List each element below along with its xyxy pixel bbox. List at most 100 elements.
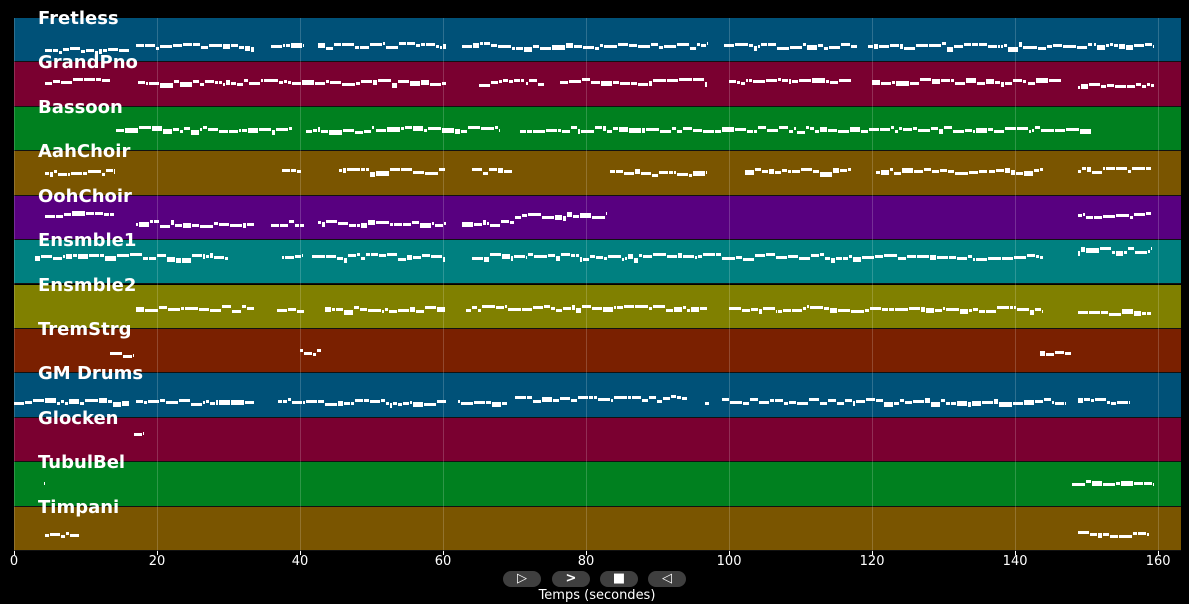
note [277, 400, 283, 404]
note [581, 305, 592, 309]
play-button[interactable]: ▷ [503, 571, 541, 587]
note [1141, 85, 1147, 89]
track-tremstrg[interactable] [14, 328, 1181, 374]
note [878, 44, 890, 48]
note [658, 45, 664, 49]
track-fretless[interactable] [14, 18, 1181, 63]
note [520, 78, 525, 82]
note [387, 253, 398, 257]
note [250, 46, 254, 52]
note [1150, 84, 1155, 88]
note [681, 396, 688, 400]
note [491, 401, 501, 407]
track-glocken[interactable] [14, 417, 1181, 463]
note [49, 172, 53, 178]
note [209, 308, 221, 312]
note [494, 125, 498, 129]
note [722, 126, 735, 132]
note [473, 42, 480, 48]
note [689, 173, 692, 177]
note [301, 80, 315, 86]
note [486, 221, 489, 225]
note [337, 257, 343, 261]
note [1126, 44, 1134, 50]
note [628, 43, 637, 47]
note [403, 223, 411, 227]
note [838, 130, 850, 134]
note [412, 402, 424, 408]
note [837, 402, 844, 406]
note [534, 255, 548, 259]
track-oohchoir[interactable] [14, 195, 1181, 241]
note [173, 128, 180, 132]
fast-forward-button[interactable]: > [552, 571, 590, 587]
track-gm-drums[interactable] [14, 373, 1181, 418]
note [1092, 171, 1103, 175]
rewind-button[interactable]: ◁ [648, 571, 686, 587]
play-icon: ▷ [517, 571, 527, 586]
track-ensmble1[interactable] [14, 240, 1181, 285]
track-bassoon[interactable] [14, 106, 1181, 152]
note [775, 309, 778, 313]
note [480, 42, 484, 46]
note [802, 306, 806, 310]
note [651, 43, 658, 47]
gridline [443, 18, 445, 551]
note [317, 348, 322, 352]
note [280, 223, 289, 227]
note [566, 42, 574, 48]
note [562, 307, 572, 311]
note [272, 130, 276, 136]
note [737, 81, 741, 85]
note [793, 127, 796, 131]
note [645, 127, 659, 131]
track-aahchoir[interactable] [14, 151, 1181, 196]
note [581, 129, 594, 133]
note [628, 254, 634, 260]
note [1094, 397, 1107, 401]
note [205, 80, 214, 84]
note [465, 308, 471, 312]
note [941, 399, 945, 403]
note [1121, 480, 1134, 486]
note [754, 130, 758, 134]
note [44, 482, 46, 486]
note [70, 171, 82, 175]
x-tick [14, 551, 15, 555]
note [317, 126, 320, 132]
note [324, 402, 338, 406]
note [522, 214, 528, 218]
track-timpani[interactable] [14, 506, 1181, 551]
note [364, 398, 370, 402]
note [884, 402, 893, 408]
stop-button[interactable]: ■ [600, 571, 638, 587]
note [354, 130, 363, 134]
note [1124, 251, 1127, 255]
note [580, 212, 592, 218]
track-ensmble2[interactable] [14, 284, 1181, 329]
note [135, 222, 138, 226]
note [954, 172, 969, 176]
note [924, 397, 931, 403]
note [741, 81, 745, 85]
note [867, 44, 874, 48]
note [806, 305, 809, 309]
note [699, 306, 707, 310]
note [483, 171, 488, 175]
gridline [1015, 18, 1017, 551]
note [1011, 170, 1015, 176]
note [879, 128, 891, 132]
note [389, 222, 394, 226]
note [831, 258, 836, 264]
track-grandpno[interactable] [14, 62, 1181, 107]
note [947, 170, 954, 174]
note [594, 126, 602, 130]
note [975, 258, 988, 262]
note [144, 400, 147, 404]
note [649, 80, 653, 86]
note [832, 168, 839, 174]
track-tubulbel[interactable] [14, 462, 1181, 507]
track-label: Bassoon [38, 96, 123, 118]
note [528, 213, 541, 217]
note [490, 80, 498, 84]
